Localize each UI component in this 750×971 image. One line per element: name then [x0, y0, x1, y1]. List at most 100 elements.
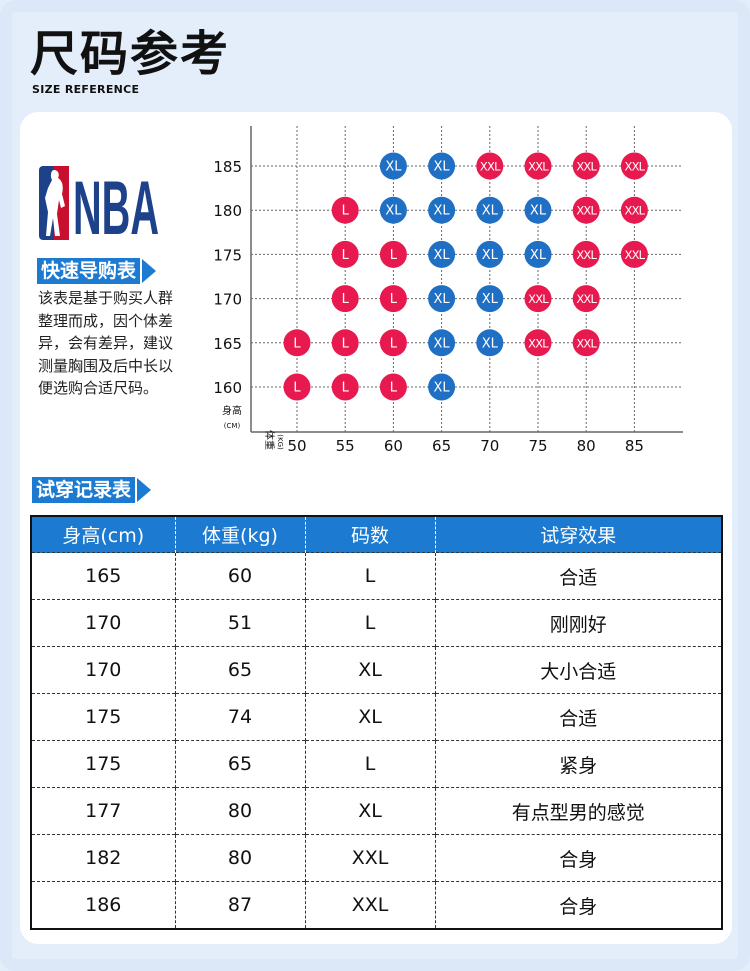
size-marker-xl: XL [379, 196, 407, 224]
size-marker-xl: XL [428, 152, 456, 180]
cell-size: XXL [305, 834, 436, 882]
table-header-row: 身高(cm) 体重(kg) 码数 试穿效果 [31, 516, 722, 553]
cell-size: XL [305, 646, 436, 694]
marker-circle [572, 152, 600, 180]
marker-label: L [390, 248, 398, 263]
marker-label: XL [434, 204, 451, 219]
marker-label: L [293, 336, 301, 351]
marker-circle [620, 240, 648, 268]
marker-label: XL [530, 248, 547, 263]
cell-fit: 紧身 [435, 740, 722, 788]
quick-guide-description: 该表是基于购买人群整理而成，因个体差异，会有差异，建议测量胸围及后中长以便选购合… [38, 289, 174, 397]
marker-circle [331, 285, 359, 313]
size-marker-xxl: XXL [524, 152, 552, 180]
quick-guide-label: 快速导购表 [37, 258, 157, 284]
size-marker-xxl: XXL [476, 152, 504, 180]
svg-text:NBA: NBA [73, 166, 159, 240]
marker-circle [331, 240, 359, 268]
marker-circle [379, 373, 407, 401]
cell-fit: 有点型男的感觉 [435, 787, 722, 835]
x-tick-label: 75 [528, 437, 547, 455]
x-tick-label: 65 [432, 437, 451, 455]
cell-size: L [305, 552, 436, 600]
size-marker-xl: XL [476, 285, 504, 313]
marker-circle [283, 373, 311, 401]
cell-height: 186 [31, 881, 176, 929]
cell-weight: 60 [175, 552, 306, 600]
cell-height: 182 [31, 834, 176, 882]
marker-label: L [342, 204, 350, 219]
marker-label: L [342, 381, 350, 396]
marker-circle [428, 329, 456, 357]
marker-label: XXL [576, 204, 597, 218]
cell-height: 165 [31, 552, 176, 600]
marker-circle [476, 329, 504, 357]
page-title: 尺码参考 [30, 26, 231, 82]
table-row: 186 87 XXL 合身 [31, 881, 722, 929]
trial-record-label-text: 试穿记录表 [36, 479, 132, 501]
cell-height: 170 [31, 646, 176, 694]
size-marker-l: L [331, 196, 359, 224]
marker-circle [524, 152, 552, 180]
cell-weight: 87 [175, 881, 306, 929]
size-marker-xl: XL [428, 329, 456, 357]
marker-circle [379, 285, 407, 313]
x-axis-label: 体重 [263, 430, 276, 450]
table-row: 182 80 XXL 合身 [31, 834, 722, 882]
size-marker-l: L [283, 373, 311, 401]
marker-label: L [342, 336, 350, 351]
size-marker-xxl: XXL [620, 196, 648, 224]
size-marker-xl: XL [428, 373, 456, 401]
marker-circle [572, 240, 600, 268]
cell-size: XXL [305, 881, 436, 929]
cell-fit: 刚刚好 [435, 599, 722, 647]
cell-height: 170 [31, 599, 176, 647]
y-axis-label: 身高 [222, 404, 242, 417]
nba-logo: NBA [39, 166, 159, 240]
marker-circle [428, 285, 456, 313]
size-marker-l: L [379, 240, 407, 268]
marker-label: XXL [528, 292, 549, 306]
y-tick-label: 180 [213, 202, 242, 220]
quick-guide-label-text: 快速导购表 [41, 260, 137, 282]
cell-weight: 51 [175, 599, 306, 647]
cell-weight: 65 [175, 646, 306, 694]
size-marker-xl: XL [476, 329, 504, 357]
cell-fit: 合适 [435, 552, 722, 600]
cell-weight: 80 [175, 834, 306, 882]
marker-label: XXL [576, 248, 597, 262]
cell-fit: 合身 [435, 834, 722, 882]
marker-label: L [390, 292, 398, 307]
trial-record-table: 身高(cm) 体重(kg) 码数 试穿效果 165 60 L 合适 170 51 L 刚刚好 1… [30, 515, 723, 930]
y-tick-label: 165 [213, 335, 242, 353]
marker-circle [379, 152, 407, 180]
marker-circle [524, 285, 552, 313]
marker-circle [428, 152, 456, 180]
marker-label: XXL [625, 248, 646, 262]
chart-ticks: 185 180 175 170 165 160 50 55 60 65 70 75 80 85 [213, 158, 644, 455]
size-marker-xxl: XXL [572, 329, 600, 357]
marker-circle [572, 196, 600, 224]
marker-label: XL [434, 248, 451, 263]
table-row: 165 60 L 合适 [31, 552, 722, 600]
marker-label: XL [434, 336, 451, 351]
marker-circle [572, 329, 600, 357]
size-marker-xxl: XXL [572, 152, 600, 180]
marker-label: XL [434, 381, 451, 396]
x-tick-label: 60 [384, 437, 403, 455]
size-marker-xl: XL [428, 196, 456, 224]
marker-circle [428, 196, 456, 224]
marker-circle [476, 152, 504, 180]
marker-label: XL [385, 204, 402, 219]
size-marker-l: L [331, 373, 359, 401]
table-row: 170 51 L 刚刚好 [31, 599, 722, 647]
chart-axes [250, 126, 683, 433]
size-marker-xl: XL [428, 240, 456, 268]
marker-circle [379, 329, 407, 357]
size-marker-xxl: XXL [572, 285, 600, 313]
y-tick-label: 170 [213, 291, 242, 309]
marker-label: XXL [528, 160, 549, 174]
y-axis-unit: (CM) [224, 422, 241, 430]
table-row: 175 65 L 紧身 [31, 740, 722, 788]
chart-grid [251, 126, 683, 432]
